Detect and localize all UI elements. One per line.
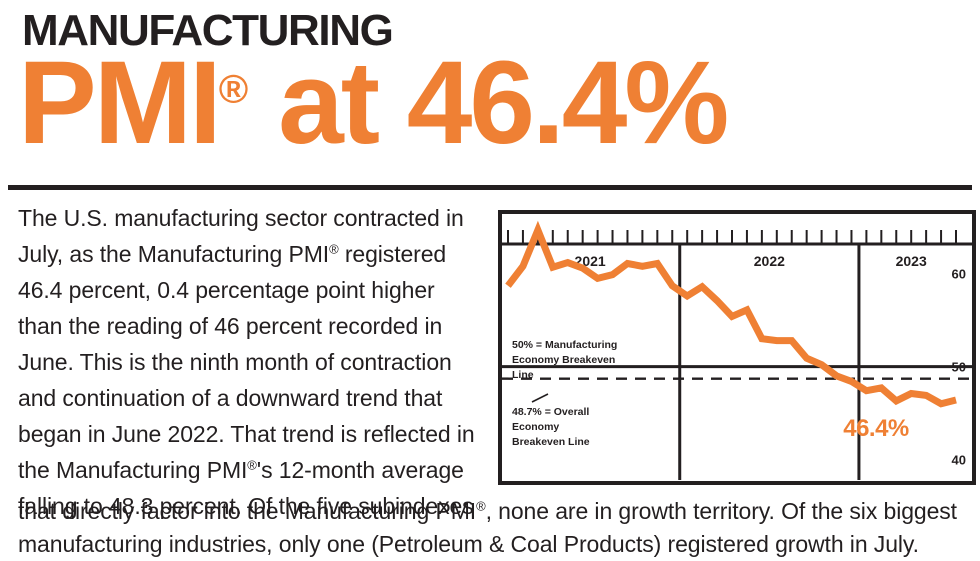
note-overall-economy-breakeven-line: Economy: [512, 421, 559, 433]
intro-line: June. This is the ninth month of contrac…: [18, 349, 452, 375]
reference-line-notes: 50% = Manufacturing Economy Breakeven Line…: [512, 339, 617, 448]
note-manufacturing-breakeven-line: 50% = Manufacturing: [512, 339, 617, 351]
year-label-2022: 2022: [754, 253, 785, 269]
intro-line: 46.4 percent, 0.4 percentage point highe…: [18, 277, 435, 303]
note-manufacturing-breakeven-line: Line: [512, 369, 534, 381]
pmi-trend-chart: 2021 2022 2023 40 50 60 50% = Manufacturing E…: [498, 210, 976, 485]
headline-main: PMI® at 46.4%: [18, 44, 729, 162]
year-labels: 2021 2022 2023: [575, 253, 927, 269]
headline-value: at 46.4%: [248, 37, 729, 169]
headline-block: MANUFACTURING PMI® at 46.4%: [0, 0, 980, 190]
registered-mark-icon: ®: [247, 457, 257, 473]
year-label-2023: 2023: [896, 253, 927, 269]
intro-line: than the reading of 46 percent recorded …: [18, 313, 443, 339]
reference-lines: [502, 365, 972, 380]
note-overall-economy-breakeven-line: 48.7% = Overall: [512, 406, 589, 418]
note-overall-economy-breakeven-line: Breakeven Line: [512, 436, 590, 448]
headline-pmi: PMI: [18, 37, 222, 169]
intro-line: the Manufacturing PMI®'s 12-month averag…: [18, 457, 464, 483]
registered-mark-icon: ®: [329, 241, 339, 257]
intro-line: falling to 48.3 percent. Of the five sub…: [18, 493, 474, 519]
note-manufacturing-breakeven-line: Economy Breakeven: [512, 354, 615, 366]
y-axis-label-40: 40: [952, 452, 966, 467]
y-axis-labels: 40 50 60: [952, 267, 966, 468]
intro-line: The U.S. manufacturing sector contracted…: [18, 205, 464, 231]
registered-mark-icon: ®: [218, 67, 249, 112]
intro-line: began in June 2022. That trend is reflec…: [18, 421, 475, 447]
y-axis-label-50: 50: [952, 360, 966, 375]
header-divider-rule: [8, 185, 972, 190]
pmi-line-series: [505, 220, 957, 408]
intro-paragraph-wide: that directly factor into the Manufactur…: [18, 495, 968, 561]
intro-line: July, as the Manufacturing PMI® register…: [18, 241, 447, 267]
registered-mark-icon: ®: [476, 498, 486, 514]
latest-value-annotation: 46.4%: [843, 415, 909, 442]
note-leader-line: [531, 393, 549, 403]
kicker-text: MANUFACTURING: [22, 6, 394, 55]
y-axis-label-60: 60: [952, 267, 966, 282]
intro-line: manufacturing industries, only one (Petr…: [18, 531, 919, 557]
chart-frame: [498, 210, 976, 485]
intro-line: that directly factor into the Manufactur…: [18, 498, 957, 524]
year-divider-lines: [678, 244, 861, 480]
intro-line: and continuation of a downward trend tha…: [18, 385, 443, 411]
intro-paragraph-column: The U.S. manufacturing sector contracted…: [18, 200, 484, 524]
